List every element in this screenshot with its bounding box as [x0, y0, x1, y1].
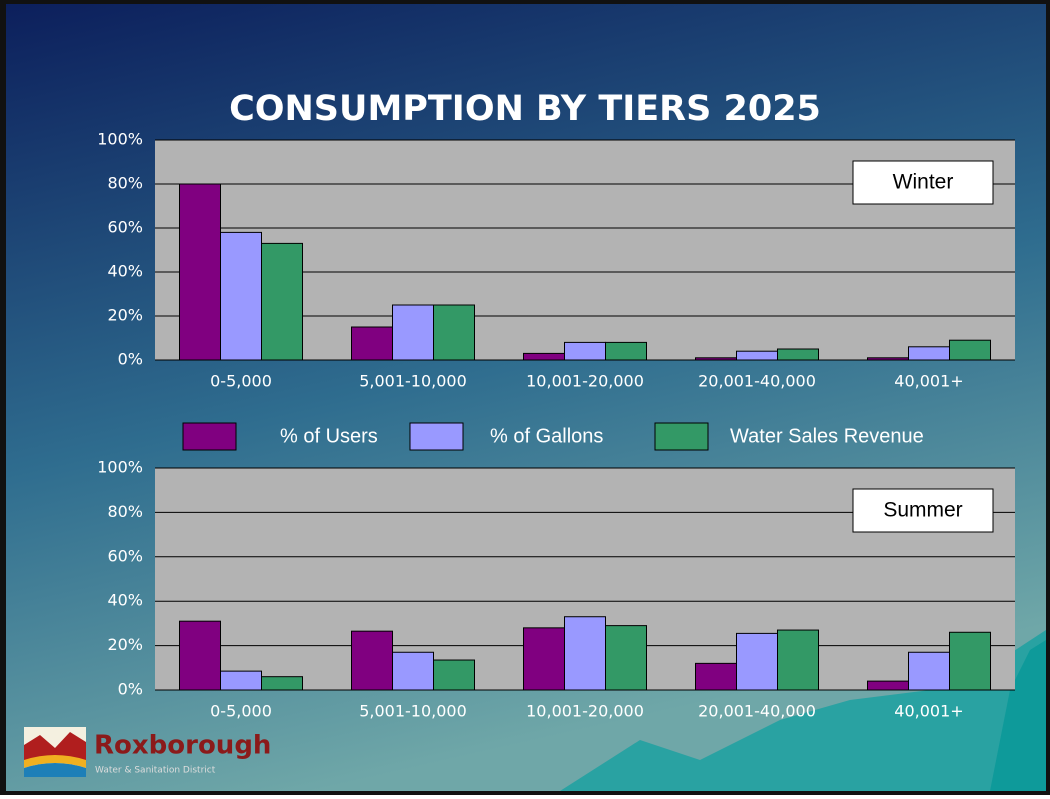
bar — [564, 341, 606, 361]
annotation: Winter — [893, 171, 954, 194]
bar — [695, 357, 737, 361]
y-tick-label: 80% — [107, 502, 143, 521]
x-tick-label: 5,001-10,000 — [359, 372, 467, 391]
bar — [392, 304, 434, 361]
bar — [351, 630, 393, 691]
y-tick-label: 20% — [107, 306, 143, 325]
decor-wave — [990, 640, 1046, 791]
bar — [867, 680, 909, 691]
x-tick-label: 40,001+ — [894, 372, 963, 391]
x-tick-label: 20,001-40,000 — [698, 702, 816, 721]
logo-icon — [24, 727, 86, 777]
bar — [179, 620, 221, 691]
y-tick-label: 80% — [107, 174, 143, 193]
annotation: Summer — [883, 499, 962, 522]
bar — [351, 326, 393, 361]
y-tick-label: 0% — [118, 350, 143, 369]
x-tick-label: 5,001-10,000 — [359, 702, 467, 721]
legend-swatch — [654, 422, 709, 451]
x-tick-label: 10,001-20,000 — [526, 702, 644, 721]
legend-swatch — [409, 422, 464, 451]
x-tick-label: 0-5,000 — [210, 372, 272, 391]
bar — [261, 242, 303, 361]
x-tick-label: 40,001+ — [894, 702, 963, 721]
y-tick-label: 60% — [107, 546, 143, 565]
y-tick-label: 0% — [118, 680, 143, 699]
y-tick-label: 40% — [107, 591, 143, 610]
annotation-box — [852, 488, 994, 533]
y-tick-label: 100% — [97, 458, 143, 477]
bar — [433, 304, 475, 361]
logo-tagline: Water & Sanitation District — [95, 766, 216, 776]
x-tick-label: 0-5,000 — [210, 702, 272, 721]
y-tick-label: 60% — [107, 218, 143, 237]
bar — [605, 625, 647, 691]
bar — [777, 348, 819, 361]
bar — [523, 352, 565, 361]
bar — [220, 670, 262, 691]
y-tick-label: 40% — [107, 262, 143, 281]
bar — [908, 651, 950, 691]
bar — [949, 339, 991, 361]
legend-label: % of Users — [280, 425, 378, 447]
bar — [220, 231, 262, 361]
bar — [261, 676, 303, 691]
y-tick-label: 20% — [107, 635, 143, 654]
bar — [867, 357, 909, 361]
x-tick-label: 10,001-20,000 — [526, 372, 644, 391]
bar — [392, 651, 434, 691]
bar — [433, 659, 475, 691]
bar — [179, 183, 221, 361]
bar — [605, 341, 647, 361]
slide-title: CONSUMPTION BY TIERS 2025 — [229, 89, 821, 129]
bar — [736, 350, 778, 361]
bar — [949, 631, 991, 691]
bar — [523, 627, 565, 691]
annotation-box — [852, 160, 994, 205]
bar — [564, 616, 606, 691]
legend-label: Water Sales Revenue — [730, 425, 924, 447]
bar — [695, 662, 737, 691]
logo-name: Roxborough — [94, 731, 271, 761]
legend-label: % of Gallons — [490, 425, 603, 447]
x-tick-label: 20,001-40,000 — [698, 372, 816, 391]
legend-swatch — [182, 422, 237, 451]
decor-wave — [560, 630, 1046, 791]
bar — [777, 629, 819, 691]
y-tick-label: 100% — [97, 130, 143, 149]
bar — [908, 346, 950, 361]
bar — [736, 632, 778, 691]
